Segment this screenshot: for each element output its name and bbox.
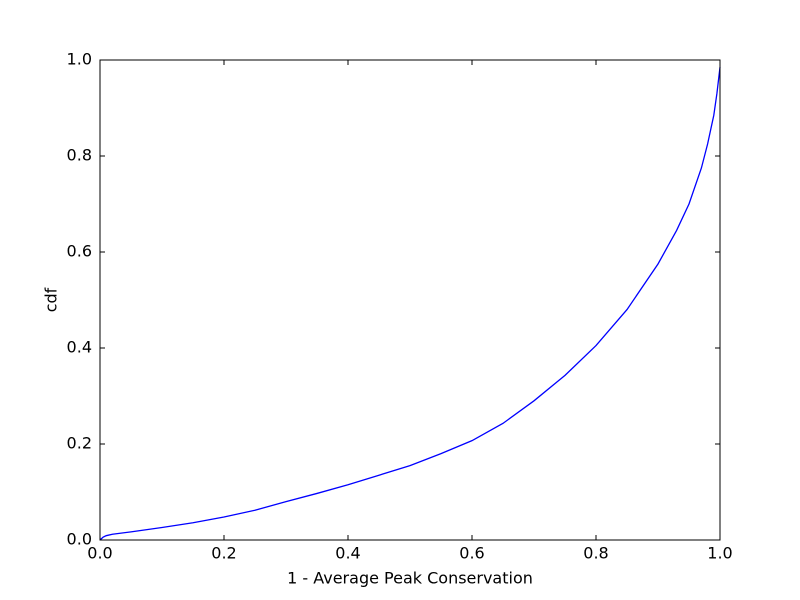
y-tick-label: 1.0 [67, 50, 92, 69]
x-axis-label: 1 - Average Peak Conservation [287, 569, 533, 588]
x-tick-label: 0.8 [583, 544, 608, 563]
x-tick-label: 0.2 [211, 544, 236, 563]
y-tick-label: 0.4 [67, 338, 92, 357]
x-tick-label: 1.0 [707, 544, 732, 563]
y-tick-label: 0.8 [67, 146, 92, 165]
x-tick-label: 0.4 [335, 544, 360, 563]
x-tick-label: 0.6 [459, 544, 484, 563]
x-tick-label: 0.0 [87, 544, 112, 563]
plot-frame [99, 59, 721, 541]
y-tick-label: 0.0 [67, 530, 92, 549]
y-axis-label: cdf [42, 287, 61, 312]
y-tick-label: 0.2 [67, 434, 92, 453]
y-tick-label: 0.6 [67, 242, 92, 261]
line-series [99, 67, 721, 541]
